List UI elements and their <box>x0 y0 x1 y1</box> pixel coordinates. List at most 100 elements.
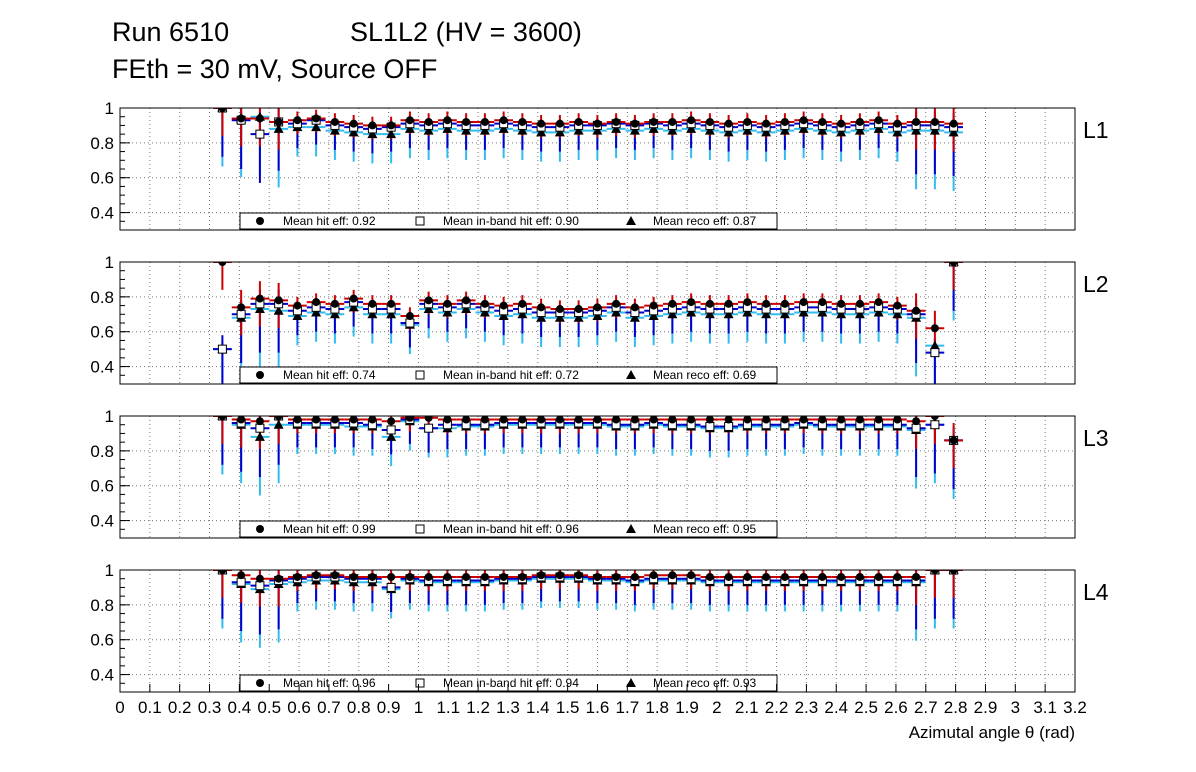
hit-marker <box>330 299 339 308</box>
legend-inband-text: Mean in-band hit eff: 0.90 <box>443 214 579 228</box>
legend-hit-text: Mean hit eff: 0.99 <box>283 522 376 536</box>
hit-marker <box>630 416 639 424</box>
reco-marker <box>723 309 734 319</box>
reco-marker <box>742 307 753 317</box>
hit-marker <box>743 298 752 307</box>
reco-marker <box>423 304 434 314</box>
reco-marker <box>479 307 490 317</box>
hit-marker <box>799 416 808 424</box>
y-tick-label: 1 <box>105 99 114 118</box>
hit-marker <box>874 116 883 125</box>
x-tick-label: 1.9 <box>675 698 699 717</box>
legend-reco-text: Mean reco eff: 0.87 <box>653 214 757 228</box>
hit-marker <box>874 298 883 307</box>
x-tick-label: 0.4 <box>228 698 252 717</box>
hit-marker <box>555 305 564 314</box>
legend-reco-text: Mean reco eff: 0.69 <box>653 368 757 382</box>
hit-marker <box>818 572 827 581</box>
inband-marker <box>424 423 434 433</box>
reco-marker <box>817 307 828 317</box>
hit-marker <box>218 108 227 112</box>
hit-marker <box>687 571 696 580</box>
reco-marker <box>273 419 284 429</box>
x-tick-label: 2.4 <box>824 698 848 717</box>
hit-marker <box>293 301 302 310</box>
hit-marker <box>593 119 602 128</box>
hit-marker <box>893 119 902 128</box>
hit-marker <box>837 572 846 581</box>
inband-marker <box>255 423 265 433</box>
reco-marker <box>573 125 584 135</box>
reco-marker <box>292 311 303 321</box>
reco-marker <box>273 305 284 315</box>
y-tick-label: 0.8 <box>90 288 114 307</box>
hit-marker <box>687 416 696 424</box>
reco-marker <box>329 125 340 135</box>
legend-box <box>239 674 778 692</box>
legend-inband-marker <box>415 678 425 688</box>
x-tick-label: 1.6 <box>586 698 610 717</box>
hit-marker <box>649 117 658 126</box>
y-tick-label: 0.8 <box>90 596 114 615</box>
hit-marker <box>349 119 358 128</box>
hit-marker <box>837 119 846 128</box>
x-axis: 0 0.1 0.2 0.3 0.4 0.5 0.6 0.7 0.8 0.9 1 1.1 1.2 1.3 1.… <box>115 684 1087 717</box>
x-axis-title: Azimutal angle θ (rad) <box>909 723 1075 742</box>
legend-hit-marker <box>256 679 264 687</box>
hit-marker <box>443 572 452 581</box>
hit-marker <box>499 116 508 125</box>
hit-marker <box>537 119 546 128</box>
panel-legend: Mean hit eff: 0.92 Mean in-band hit eff: … <box>239 212 778 230</box>
hit-marker <box>293 572 302 581</box>
hit-marker <box>424 117 433 126</box>
reco-marker <box>442 123 453 133</box>
legend-inband-marker <box>415 216 425 226</box>
hit-marker <box>949 436 958 445</box>
hit-marker <box>855 299 864 308</box>
reco-marker <box>723 127 734 137</box>
reco-marker <box>517 309 528 319</box>
y-tick-label: 0.4 <box>90 666 114 685</box>
hit-marker <box>368 572 377 581</box>
reco-marker <box>929 340 940 350</box>
x-tick-label: 1 <box>414 698 423 717</box>
legend-reco-marker <box>626 370 636 379</box>
hit-marker <box>893 301 902 310</box>
hit-marker <box>593 303 602 312</box>
hit-marker <box>818 416 827 424</box>
reco-marker <box>461 125 472 135</box>
reco-marker <box>311 307 322 317</box>
reco-marker <box>648 123 659 133</box>
hit-marker <box>255 574 264 583</box>
x-tick-label: 2 <box>712 698 721 717</box>
hit-marker <box>537 303 546 312</box>
reco-marker <box>929 125 940 135</box>
hit-marker <box>443 299 452 308</box>
reco-marker <box>836 309 847 319</box>
panel-frame <box>119 415 1076 539</box>
reco-marker <box>761 127 772 137</box>
reco-marker <box>667 125 678 135</box>
panel-frame <box>119 107 1076 231</box>
x-tick-label: 2.7 <box>914 698 938 717</box>
hit-marker <box>312 571 321 580</box>
hit-marker <box>705 299 714 308</box>
hit-marker <box>912 417 921 426</box>
y-tick-label: 0.4 <box>90 358 114 377</box>
legend-hit-text: Mean hit eff: 0.74 <box>283 368 376 382</box>
x-tick-label: 3.1 <box>1033 698 1057 717</box>
reco-marker <box>779 125 790 135</box>
y-tick-label: 0.6 <box>90 631 114 650</box>
hit-marker <box>799 116 808 125</box>
hit-marker <box>518 572 527 581</box>
hit-marker <box>368 299 377 308</box>
reco-marker <box>611 123 622 133</box>
hit-marker <box>424 416 433 422</box>
reco-marker <box>554 312 565 322</box>
y-tick-label: 1 <box>105 253 114 272</box>
inband-marker <box>386 582 396 592</box>
reco-marker <box>348 127 359 137</box>
hit-marker <box>274 574 283 583</box>
y-tick-label: 0.8 <box>90 442 114 461</box>
hit-marker <box>312 416 321 424</box>
